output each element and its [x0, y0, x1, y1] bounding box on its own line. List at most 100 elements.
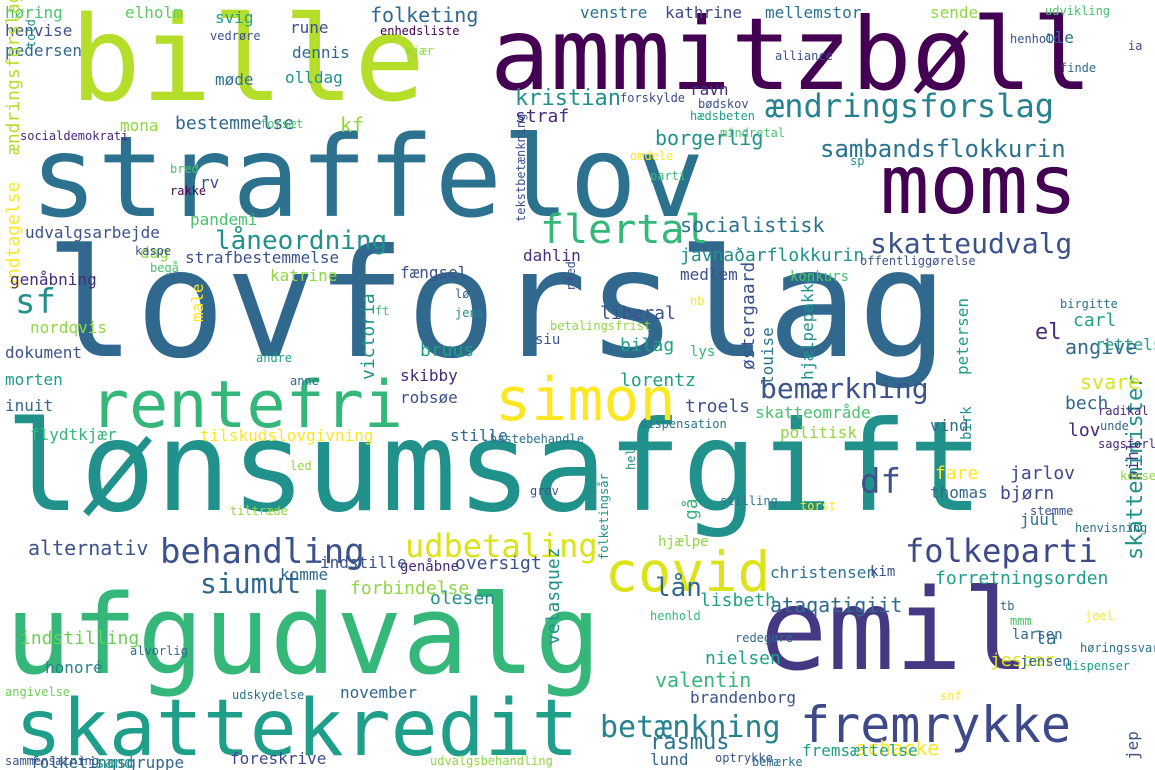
cloud-word-radikal: radikal	[1098, 404, 1149, 418]
cloud-word-lan: lån	[655, 573, 702, 603]
cloud-word-juul: juul	[1020, 510, 1059, 529]
cloud-word-nb: nb	[690, 294, 705, 308]
cloud-word-venstre: venstre	[580, 3, 648, 22]
cloud-word-ft: ft	[375, 304, 390, 318]
cloud-word-tekstbetaenkning: tekstbetænkning	[514, 113, 528, 222]
cloud-word-socialistisk: socialistisk	[680, 213, 825, 237]
cloud-word-grov: grov	[530, 484, 559, 498]
cloud-word-bech: bech	[1065, 393, 1109, 414]
cloud-word-folketingsar: folketingsår	[597, 473, 611, 560]
cloud-word-ravn: ravn	[690, 80, 729, 99]
cloud-word-skatteomrade: skatteområde	[755, 403, 871, 422]
cloud-word-simon: simon	[495, 365, 676, 435]
cloud-word-genabne: genåbne	[400, 559, 460, 575]
cloud-word-birgitte: birgitte	[1060, 297, 1118, 311]
cloud-word-kaspe: kaspe	[135, 244, 172, 258]
cloud-word-robsoe: robsøe	[400, 388, 458, 407]
cloud-word-konkurs: konkurs	[790, 269, 850, 285]
cloud-word-inuit: inuit	[5, 396, 54, 415]
cloud-word-haedsbeten: hædsbeten	[690, 109, 756, 123]
cloud-word-kristian: kristian	[515, 86, 621, 111]
cloud-word-bodskov: bødskov	[698, 97, 749, 111]
cloud-word-betaenkning: betænkning	[600, 710, 781, 745]
cloud-word-lisbeth: lisbeth	[700, 590, 776, 611]
cloud-word-birk: birk	[959, 406, 975, 440]
cloud-word-vind: vind	[930, 416, 969, 435]
cloud-word-forsaet: forsæt	[260, 117, 304, 131]
cloud-word-covid: covid	[605, 540, 771, 604]
cloud-word-ole: ole	[1045, 28, 1074, 47]
cloud-word-bemaerke: bemærke	[752, 755, 803, 769]
cloud-word-emil: emil	[760, 566, 1030, 696]
cloud-word-dokument: dokument	[5, 343, 83, 362]
cloud-word-led: led	[290, 459, 312, 473]
cloud-word-bestemmelse: bestemmelse	[175, 113, 295, 134]
cloud-word-folketing: folketing	[370, 3, 479, 27]
cloud-word-stille: stille	[450, 426, 508, 445]
cloud-word-jep: jep	[1123, 731, 1142, 760]
cloud-word-petersen: petersen	[953, 297, 972, 375]
cloud-word-vedrore: vedrøre	[210, 29, 261, 43]
cloud-word-larsen: larsen	[1012, 627, 1063, 643]
cloud-word-foreskrive: foreskrive	[230, 749, 327, 768]
cloud-word-javnadarflokkurin: javnaðarflokkurin	[680, 245, 865, 266]
cloud-word-mmm: mmm	[1010, 614, 1032, 628]
cloud-word-finde: finde	[1060, 61, 1097, 75]
cloud-word-df: df	[860, 462, 901, 502]
cloud-word-udbetaling: udbetaling	[405, 527, 598, 565]
cloud-word-konservativ: konservativ	[1120, 469, 1155, 483]
cloud-word-nfed: nfed	[564, 261, 578, 290]
cloud-word-bjorn: bjørn	[1000, 483, 1055, 504]
cloud-word-kjaer: kjær	[405, 44, 434, 58]
cloud-word-lorentz: lorentz	[620, 370, 696, 391]
cloud-word-ga: gå	[681, 498, 702, 520]
cloud-word-optrykke: optrykke	[715, 751, 773, 765]
cloud-word-bred: bred	[170, 162, 199, 176]
cloud-word-fremsaettelse: fremsættelse	[802, 741, 918, 760]
cloud-word-lovforslag: lovforslag	[45, 218, 949, 392]
cloud-word-pedersen: pedersen	[5, 41, 83, 60]
cloud-word-ostergaard: østergaard	[738, 261, 759, 370]
cloud-word-olldag: olldag	[285, 68, 343, 87]
cloud-word-henhold: henhold	[1010, 32, 1061, 46]
cloud-word-ammitzboll: ammitzbøll	[490, 0, 1093, 113]
cloud-word-politisk: politisk	[780, 423, 858, 442]
cloud-word-andre: andre	[256, 351, 293, 365]
cloud-word-mode: møde	[215, 70, 254, 89]
cloud-word-laneordning: låneordning	[215, 226, 388, 256]
cloud-word-stilling: stilling	[720, 494, 778, 508]
cloud-word-sp: sp	[850, 154, 865, 168]
cloud-word-forbindelse: forbindelse	[350, 578, 470, 599]
cloud-word-borgerlig: borgerlig	[655, 126, 764, 150]
cloud-word-jarlov: jarlov	[1010, 463, 1076, 484]
cloud-word-ataqatigiit: ataqatigiit	[770, 593, 903, 617]
cloud-word-dispensation: dispensation	[640, 417, 727, 431]
cloud-word-pandemi: pandemi	[190, 210, 258, 229]
cloud-word-sende: sende	[930, 3, 979, 22]
cloud-word-november: november	[340, 683, 418, 702]
cloud-word-mona: mona	[120, 116, 159, 135]
cloud-word-ia: ia	[1128, 39, 1143, 53]
cloud-word-rasmus: rasmus	[650, 730, 730, 755]
cloud-word-katrine: katrine	[270, 266, 338, 285]
cloud-word-angive: angive	[1065, 335, 1138, 359]
cloud-word-elholm: elholm	[125, 3, 183, 22]
cloud-word-bega: begå	[150, 261, 179, 275]
cloud-word-svig: svig	[215, 8, 254, 27]
cloud-word-aendringsforslag: ændringsforslag	[765, 87, 1054, 125]
cloud-word-schacke: schacke	[855, 736, 940, 760]
cloud-word-male: male	[188, 283, 207, 322]
cloud-word-skatteudvalg: skatteudvalg	[870, 227, 1073, 260]
cloud-word-rune: rune	[290, 18, 329, 37]
cloud-word-skibby: skibby	[400, 366, 458, 385]
cloud-word-velasquez: velasquez	[543, 547, 564, 645]
cloud-word-bille: bille	[70, 0, 426, 128]
cloud-word-offentliggorelse: offentliggørelse	[860, 254, 976, 268]
cloud-word-folketingsgruppe: folketingsgruppe	[30, 753, 185, 770]
cloud-word-snf: snf	[940, 689, 962, 703]
cloud-word-folkeparti: folkeparti	[905, 532, 1098, 570]
cloud-word-straf: straf	[515, 106, 570, 127]
cloud-word-told: told	[24, 19, 38, 48]
cloud-word-fare: fare	[935, 463, 979, 484]
